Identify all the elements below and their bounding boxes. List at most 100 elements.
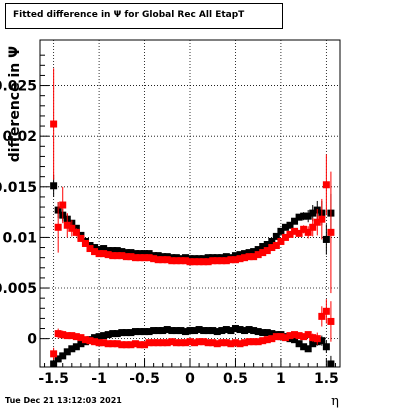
data-point	[63, 332, 71, 340]
data-point	[145, 328, 153, 336]
data-point	[104, 340, 112, 348]
x-tick-label: -1	[91, 371, 107, 387]
data-point	[72, 343, 80, 351]
data-point	[309, 223, 317, 231]
data-point	[168, 327, 176, 335]
data-point	[241, 327, 249, 335]
data-point	[291, 227, 299, 235]
data-point	[150, 339, 158, 347]
y-tick-label: 0.015	[0, 180, 37, 196]
data-point	[91, 244, 99, 252]
data-point	[313, 218, 321, 226]
y-tick-label: 0	[27, 332, 37, 348]
data-point	[213, 257, 221, 265]
data-point	[136, 250, 144, 258]
data-point	[200, 338, 208, 346]
data-point	[104, 247, 112, 255]
chart-title: Fitted difference in Ψ for Global Rec Al…	[13, 10, 245, 20]
data-point	[100, 339, 108, 347]
data-point	[59, 352, 67, 360]
data-point	[127, 253, 135, 261]
data-point	[159, 327, 167, 335]
data-point	[304, 331, 312, 339]
chart-title-box: Fitted difference in Ψ for Global Rec Al…	[5, 3, 283, 29]
data-point	[313, 335, 321, 343]
data-point	[163, 326, 171, 334]
data-point	[218, 327, 226, 335]
data-point	[154, 256, 162, 264]
data-point	[318, 312, 326, 320]
data-point	[172, 257, 180, 265]
data-point	[72, 228, 80, 236]
data-point	[222, 339, 230, 347]
data-point	[109, 252, 117, 260]
data-point	[95, 246, 103, 254]
data-point	[127, 329, 135, 337]
data-point	[131, 254, 139, 262]
data-point	[245, 326, 253, 334]
data-point	[327, 228, 335, 236]
data-point	[200, 258, 208, 266]
data-point	[163, 339, 171, 347]
data-point	[172, 327, 180, 335]
data-point	[118, 248, 126, 256]
data-point	[181, 328, 189, 336]
data-point	[322, 235, 330, 243]
data-point	[68, 224, 76, 232]
data-point	[213, 328, 221, 336]
x-tick-label: 1.5	[314, 371, 339, 387]
data-point	[318, 337, 326, 345]
data-point	[177, 339, 185, 347]
data-point	[268, 237, 276, 245]
data-point	[304, 345, 312, 353]
data-point	[309, 209, 317, 217]
data-point	[109, 340, 117, 348]
data-point	[259, 337, 267, 345]
data-point	[295, 229, 303, 237]
data-point	[131, 340, 139, 348]
data-point	[141, 250, 149, 258]
data-point	[181, 257, 189, 265]
data-point	[322, 343, 330, 351]
data-point	[209, 339, 217, 347]
data-point	[159, 339, 167, 347]
data-point	[231, 252, 239, 260]
data-point	[263, 241, 271, 249]
data-point	[68, 332, 76, 340]
data-point	[100, 245, 108, 253]
data-point	[286, 332, 294, 340]
data-point	[104, 251, 112, 259]
data-point	[277, 333, 285, 341]
data-point	[200, 327, 208, 335]
data-point	[77, 334, 85, 342]
data-point	[286, 230, 294, 238]
y-tick-label: 0.01	[2, 230, 37, 246]
data-point	[122, 253, 130, 261]
data-point	[77, 234, 85, 242]
data-point	[277, 227, 285, 235]
y-tick-label: 0.02	[2, 129, 37, 145]
data-point	[309, 334, 317, 342]
data-point	[286, 221, 294, 229]
data-point	[109, 330, 117, 338]
y-axis-label: difference in Ψ	[7, 46, 23, 162]
data-point	[141, 254, 149, 262]
data-point	[154, 339, 162, 347]
data-point	[122, 329, 130, 337]
data-point	[54, 330, 62, 338]
data-point	[241, 250, 249, 258]
y-tick-label: 0.025	[0, 79, 37, 95]
data-point	[236, 326, 244, 334]
data-point	[127, 249, 135, 257]
y-tick-label: 0.005	[0, 281, 37, 297]
data-point	[281, 223, 289, 231]
data-point	[145, 250, 153, 258]
data-point	[195, 258, 203, 266]
data-point	[213, 340, 221, 348]
data-point	[186, 327, 194, 335]
data-point	[59, 331, 67, 339]
data-point	[236, 255, 244, 263]
data-point	[254, 251, 262, 259]
data-point	[100, 332, 108, 340]
timestamp: Tue Dec 21 13:12:03 2021	[5, 396, 122, 405]
